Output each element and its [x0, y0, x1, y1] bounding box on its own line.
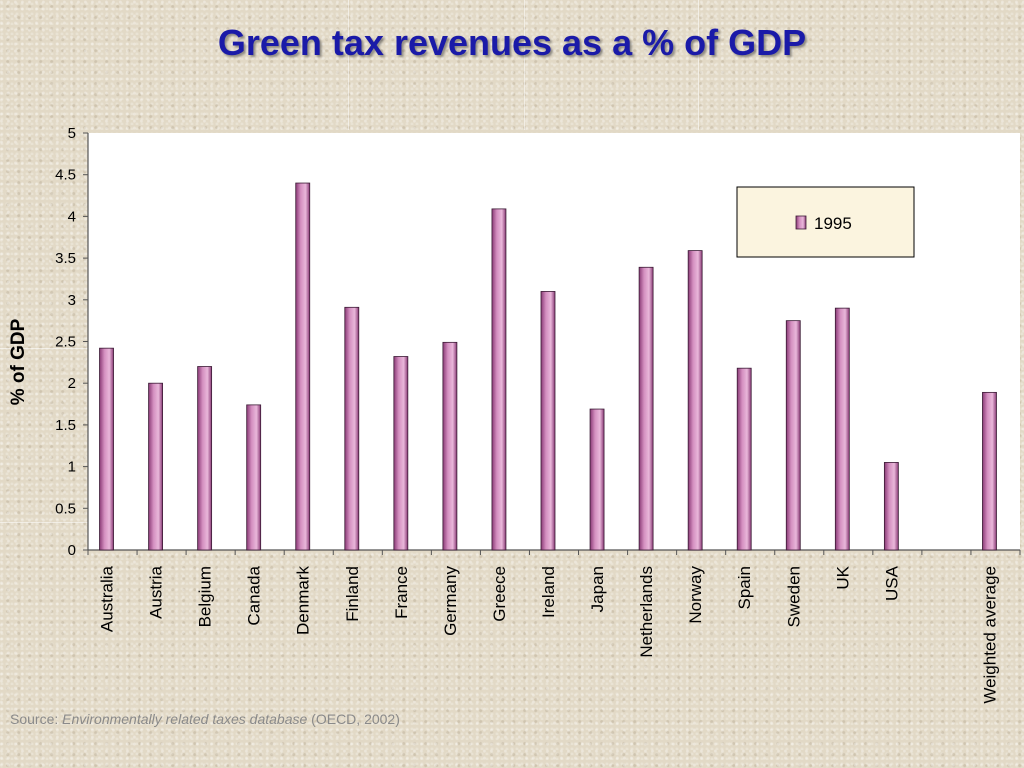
- x-tick-label: Germany: [441, 566, 460, 636]
- x-tick-label: Greece: [490, 566, 509, 622]
- bar: [442, 341, 458, 551]
- x-tick-label: Australia: [98, 565, 117, 632]
- bar: [687, 250, 703, 551]
- source-database-name: Environmentally related taxes database: [62, 711, 308, 727]
- source-suffix: (OECD, 2002): [307, 711, 400, 727]
- y-tick-label: 4.5: [55, 167, 76, 184]
- bar: [344, 306, 360, 551]
- bar: [638, 266, 654, 551]
- legend-label: 1995: [814, 214, 852, 233]
- x-tick-label: Canada: [245, 565, 264, 625]
- x-tick-label: Austria: [147, 565, 166, 618]
- x-tick-label: Ireland: [539, 566, 558, 618]
- x-tick-label: Belgium: [196, 566, 215, 627]
- bar: [246, 404, 262, 551]
- y-tick-label: 3: [68, 292, 76, 309]
- y-tick-label: 0: [68, 542, 76, 559]
- bar: [491, 208, 507, 551]
- bar: [785, 320, 801, 551]
- y-tick-label: 1: [68, 459, 76, 476]
- legend-box: [736, 186, 915, 258]
- x-tick-label: UK: [833, 565, 852, 589]
- y-tick-label: 0.5: [55, 500, 76, 517]
- x-tick-label: Weighted average: [980, 566, 999, 704]
- x-tick-label: Denmark: [294, 566, 313, 635]
- x-tick-label: France: [392, 566, 411, 619]
- source-note: Source: Environmentally related taxes da…: [10, 711, 400, 727]
- chart-title: Green tax revenues as a % of GDP: [217, 22, 807, 63]
- source-prefix: Source:: [10, 711, 63, 727]
- bar: [540, 291, 556, 551]
- background-divider: [0, 522, 88, 523]
- x-tick-label: Finland: [343, 566, 362, 622]
- background-divider: [698, 0, 699, 130]
- x-tick-label: Japan: [588, 566, 607, 612]
- x-tick-label: Sweden: [784, 566, 803, 627]
- y-tick-label: 3.5: [55, 250, 76, 267]
- background-divider: [524, 0, 525, 130]
- bar: [99, 347, 114, 551]
- bar: [883, 462, 899, 551]
- bar: [834, 307, 850, 551]
- bar: [148, 382, 163, 551]
- y-tick-label: 2.5: [55, 334, 76, 351]
- bar: [197, 366, 213, 551]
- y-tick-label: 1.5: [55, 417, 76, 434]
- legend-swatch: [795, 215, 807, 230]
- y-tick-label: 2: [68, 375, 76, 392]
- y-tick-label: 4: [68, 208, 76, 225]
- x-tick-label: Spain: [735, 566, 754, 609]
- bar: [295, 182, 311, 551]
- background-divider: [0, 348, 88, 349]
- bar: [589, 408, 605, 551]
- x-tick-label: USA: [882, 565, 901, 601]
- x-tick-label: Norway: [686, 566, 705, 624]
- bar: [982, 391, 997, 551]
- bar: [736, 367, 752, 551]
- y-tick-label: 5: [68, 125, 76, 142]
- background-divider: [348, 0, 349, 130]
- bar: [393, 356, 409, 551]
- x-tick-label: Netherlands: [637, 566, 656, 658]
